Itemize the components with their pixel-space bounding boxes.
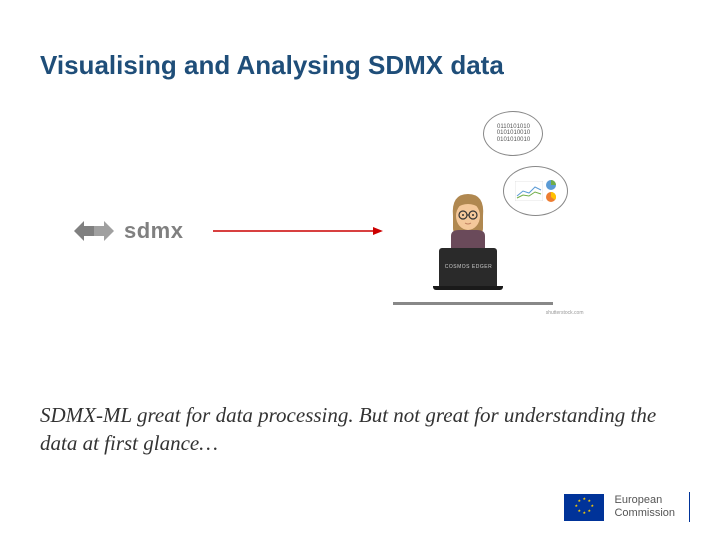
footer-org-name: European Commission bbox=[614, 494, 675, 519]
analyst-illustration: 0110101010 0101010010 0101010010 bbox=[413, 161, 563, 301]
footer-org-line2: Commission bbox=[614, 507, 675, 520]
sdmx-logo-text: sdmx bbox=[124, 218, 183, 244]
mini-pie-icon bbox=[546, 180, 556, 190]
binary-line: 0110101010 bbox=[497, 124, 530, 131]
binary-line: 0101010010 bbox=[497, 130, 530, 137]
diagram-row: sdmx 0110101010 0101010010 0101010010 bbox=[70, 161, 680, 301]
desk-line bbox=[393, 302, 553, 305]
binary-line: 0101010010 bbox=[497, 137, 530, 144]
footer-divider bbox=[689, 492, 690, 522]
thought-bubble-binary: 0110101010 0101010010 0101010010 bbox=[483, 111, 543, 156]
footer-org-line1: European bbox=[614, 494, 675, 507]
eu-flag-icon: ★ ★ ★ ★ ★ ★ ★ ★ bbox=[564, 494, 604, 521]
laptop-icon: COSMOS EDGER bbox=[439, 248, 497, 286]
image-attribution: shutterstock.com bbox=[546, 310, 584, 316]
laptop-brand-label: COSMOS EDGER bbox=[445, 264, 492, 270]
thought-bubble-chart bbox=[503, 166, 568, 216]
mini-pie-icon bbox=[546, 192, 556, 202]
flow-arrow-icon bbox=[213, 230, 383, 232]
sdmx-logo: sdmx bbox=[70, 215, 183, 247]
slide-caption: SDMX-ML great for data processing. But n… bbox=[40, 401, 680, 458]
slide-title: Visualising and Analysing SDMX data bbox=[40, 50, 680, 81]
slide-content: Visualising and Analysing SDMX data sdmx… bbox=[0, 0, 720, 540]
footer-branding: ★ ★ ★ ★ ★ ★ ★ ★ European Commission bbox=[564, 492, 690, 522]
sdmx-arrows-icon bbox=[70, 215, 118, 247]
mini-chart-icon bbox=[515, 180, 556, 202]
person-icon: COSMOS EDGER bbox=[433, 186, 503, 286]
